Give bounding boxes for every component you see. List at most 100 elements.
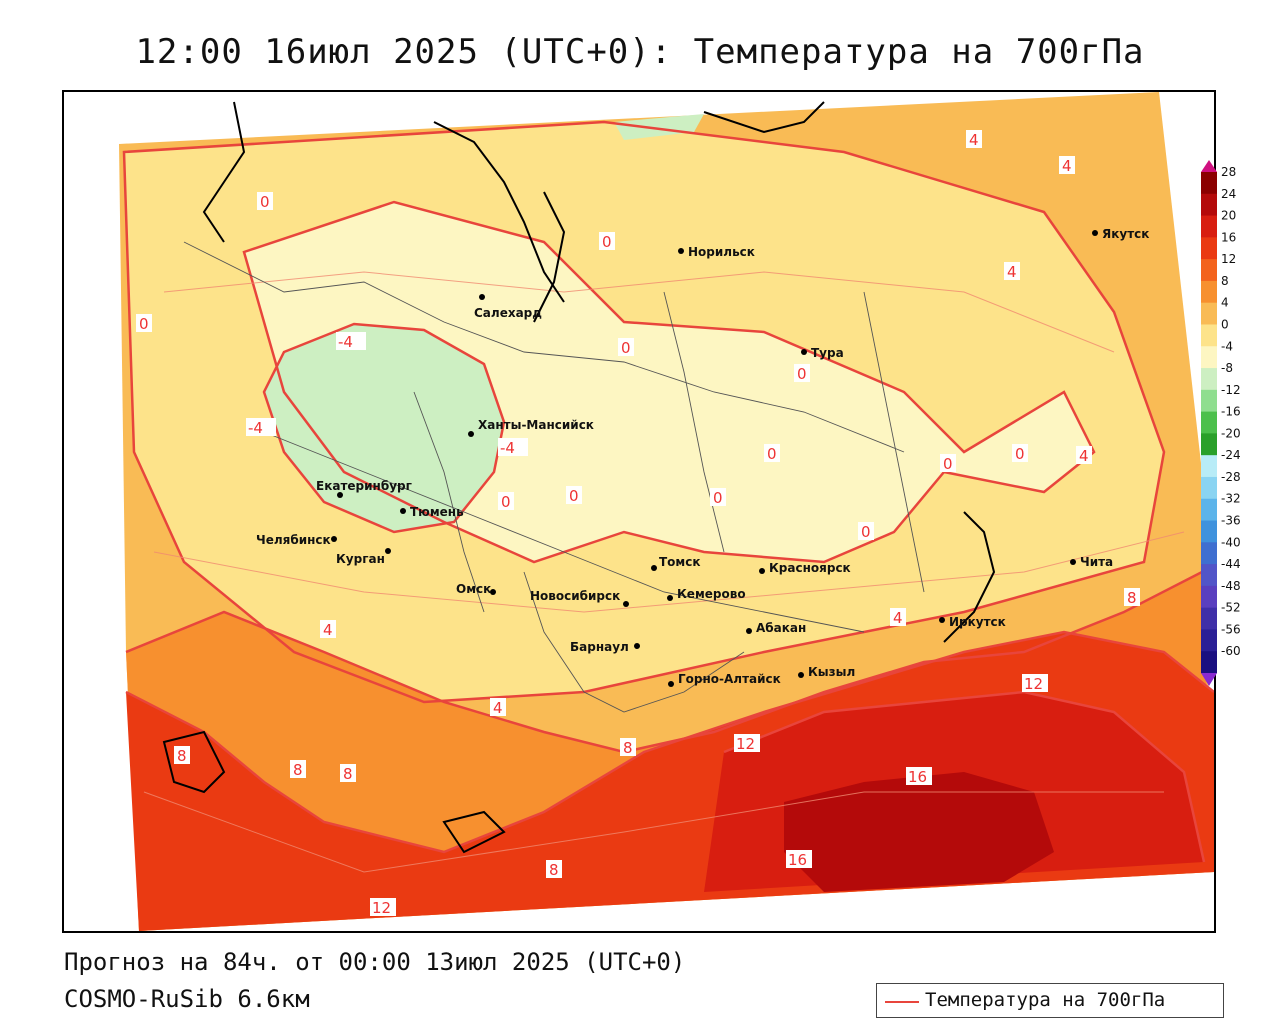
svg-text:0: 0 — [1015, 445, 1025, 463]
svg-text:12: 12 — [736, 735, 755, 753]
colorbar-swatch — [1201, 520, 1217, 543]
svg-text:8: 8 — [549, 861, 559, 879]
svg-text:0: 0 — [767, 445, 777, 463]
colorbar-tick-label: -52 — [1221, 601, 1241, 615]
svg-text:0: 0 — [861, 523, 871, 541]
city-salekhard: Салехард — [474, 294, 542, 320]
model-name: COSMO-RuSib 6.6км — [64, 985, 310, 1013]
colorbar-swatch — [1201, 411, 1217, 434]
city-chelyabinsk: Челябинск — [256, 533, 337, 547]
colorbar-tick-label: -40 — [1221, 535, 1241, 549]
colorbar-swatch — [1201, 433, 1217, 456]
colorbar-tick-label: -32 — [1221, 492, 1241, 506]
colorbar-tick-label: -36 — [1221, 514, 1241, 528]
svg-text:0: 0 — [569, 487, 579, 505]
city-norilsk: Норильск — [678, 245, 755, 259]
svg-text:0: 0 — [501, 493, 511, 511]
contour-labels: 4 4 0 0 4 -4 -4 -4 0 0 0 0 0 0 0 0 0 4 0… — [136, 130, 1140, 917]
colorbar-tick-label: -60 — [1221, 644, 1241, 658]
city-yekaterinburg: Екатеринбург — [316, 479, 412, 498]
colorbar-tick-label: -4 — [1221, 339, 1233, 353]
zone-arctic-green — [614, 114, 704, 140]
svg-text:0: 0 — [621, 339, 631, 357]
zone-minus8-minus4 — [264, 324, 504, 532]
colorbar-swatch — [1201, 215, 1217, 238]
city-chita: Чита — [1070, 555, 1113, 569]
svg-text:Томск: Томск — [659, 555, 701, 569]
svg-text:Кызыл: Кызыл — [808, 665, 855, 679]
svg-text:-4: -4 — [500, 439, 515, 457]
svg-text:Иркутск: Иркутск — [949, 615, 1006, 629]
colorbar-swatch — [1201, 629, 1217, 652]
svg-text:Красноярск: Красноярск — [769, 561, 851, 575]
colorbar-tick-label: -20 — [1221, 426, 1241, 440]
colorbar-tick-label: 16 — [1221, 230, 1236, 244]
svg-text:4: 4 — [323, 621, 333, 639]
svg-text:Ханты-Мансийск: Ханты-Мансийск — [478, 418, 594, 432]
svg-text:8: 8 — [293, 761, 303, 779]
city-kurgan: Курган — [336, 548, 391, 566]
colorbar-swatch — [1201, 564, 1217, 587]
colorbar-swatches — [1201, 172, 1217, 674]
colorbar-swatch — [1201, 302, 1217, 325]
legend-label: Температура на 700гПа — [925, 989, 1166, 1011]
svg-text:4: 4 — [1079, 447, 1089, 465]
svg-text:4: 4 — [893, 609, 903, 627]
svg-text:4: 4 — [1062, 157, 1072, 175]
svg-text:Норильск: Норильск — [688, 245, 755, 259]
colorbar-tick-label: -28 — [1221, 470, 1241, 484]
svg-text:Горно-Алтайск: Горно-Алтайск — [678, 672, 781, 686]
colorbar-swatch — [1201, 607, 1217, 630]
svg-text:8: 8 — [623, 739, 633, 757]
colorbar-tick-label: 0 — [1221, 317, 1229, 331]
colorbar-tick-label: -48 — [1221, 579, 1241, 593]
svg-text:Новосибирск: Новосибирск — [530, 589, 620, 603]
svg-text:8: 8 — [343, 765, 353, 783]
city-gorno-altaysk: Горно-Алтайск — [668, 672, 781, 687]
colorbar-tick-label: -24 — [1221, 448, 1241, 462]
colorbar-swatch — [1201, 585, 1217, 609]
colorbar-swatch — [1201, 237, 1217, 260]
svg-text:Омск: Омск — [456, 582, 491, 596]
svg-text:Курган: Курган — [336, 552, 385, 566]
coastlines — [162, 101, 996, 854]
svg-text:4: 4 — [1007, 263, 1017, 281]
colorbar-swatch — [1201, 455, 1217, 478]
colorbar-tick-label: -12 — [1221, 383, 1241, 397]
svg-text:0: 0 — [602, 233, 612, 251]
svg-text:0: 0 — [260, 193, 270, 211]
city-irkutsk: Иркутск — [939, 615, 1006, 629]
svg-text:Барнаул: Барнаул — [570, 640, 629, 654]
svg-text:Тура: Тура — [811, 346, 844, 360]
colorbar-tick-label: 12 — [1221, 252, 1236, 266]
colorbar-tick-labels: 28 24 20 16 12 8 4 0 -4 -8 -12 -16 -20 -24 -28 -32 -36 -4… — [1221, 165, 1241, 658]
colorbar-bottom-arrow — [1201, 673, 1217, 686]
legend-line-swatch — [885, 1001, 919, 1003]
isotherms — [122, 120, 1214, 863]
city-abakan: Абакан — [746, 621, 806, 635]
svg-text:4: 4 — [493, 699, 503, 717]
colorbar-swatch — [1201, 259, 1217, 282]
map-title: 12:00 16июл 2025 (UTC+0): Температура на… — [135, 32, 1145, 72]
colorbar-tick-label: -16 — [1221, 405, 1241, 419]
svg-text:0: 0 — [797, 365, 807, 383]
city-krasnoyarsk: Красноярск — [759, 561, 851, 575]
svg-text:Якутск: Якутск — [1102, 227, 1149, 241]
city-barnaul: Барнаул — [570, 640, 640, 654]
forecast-info: Прогноз на 84ч. от 00:00 13июл 2025 (UTC… — [64, 948, 686, 976]
thin-isotherms — [143, 271, 1185, 873]
svg-text:16: 16 — [908, 768, 927, 786]
admin-borders — [183, 241, 925, 713]
svg-text:4: 4 — [969, 131, 979, 149]
svg-text:12: 12 — [372, 899, 391, 917]
city-tyumen: Тюмень — [400, 505, 464, 519]
colorbar-tick-label: -56 — [1221, 622, 1241, 636]
city-khanty-mansiysk: Ханты-Мансийск — [468, 418, 594, 437]
svg-text:0: 0 — [139, 315, 149, 333]
svg-text:16: 16 — [788, 851, 807, 869]
colorbar-tick-label: 8 — [1221, 274, 1229, 288]
colorbar-swatch — [1201, 172, 1217, 195]
colorbar-swatch — [1201, 498, 1217, 522]
colorbar-swatch — [1201, 368, 1217, 391]
colorbar-swatch — [1201, 346, 1217, 369]
